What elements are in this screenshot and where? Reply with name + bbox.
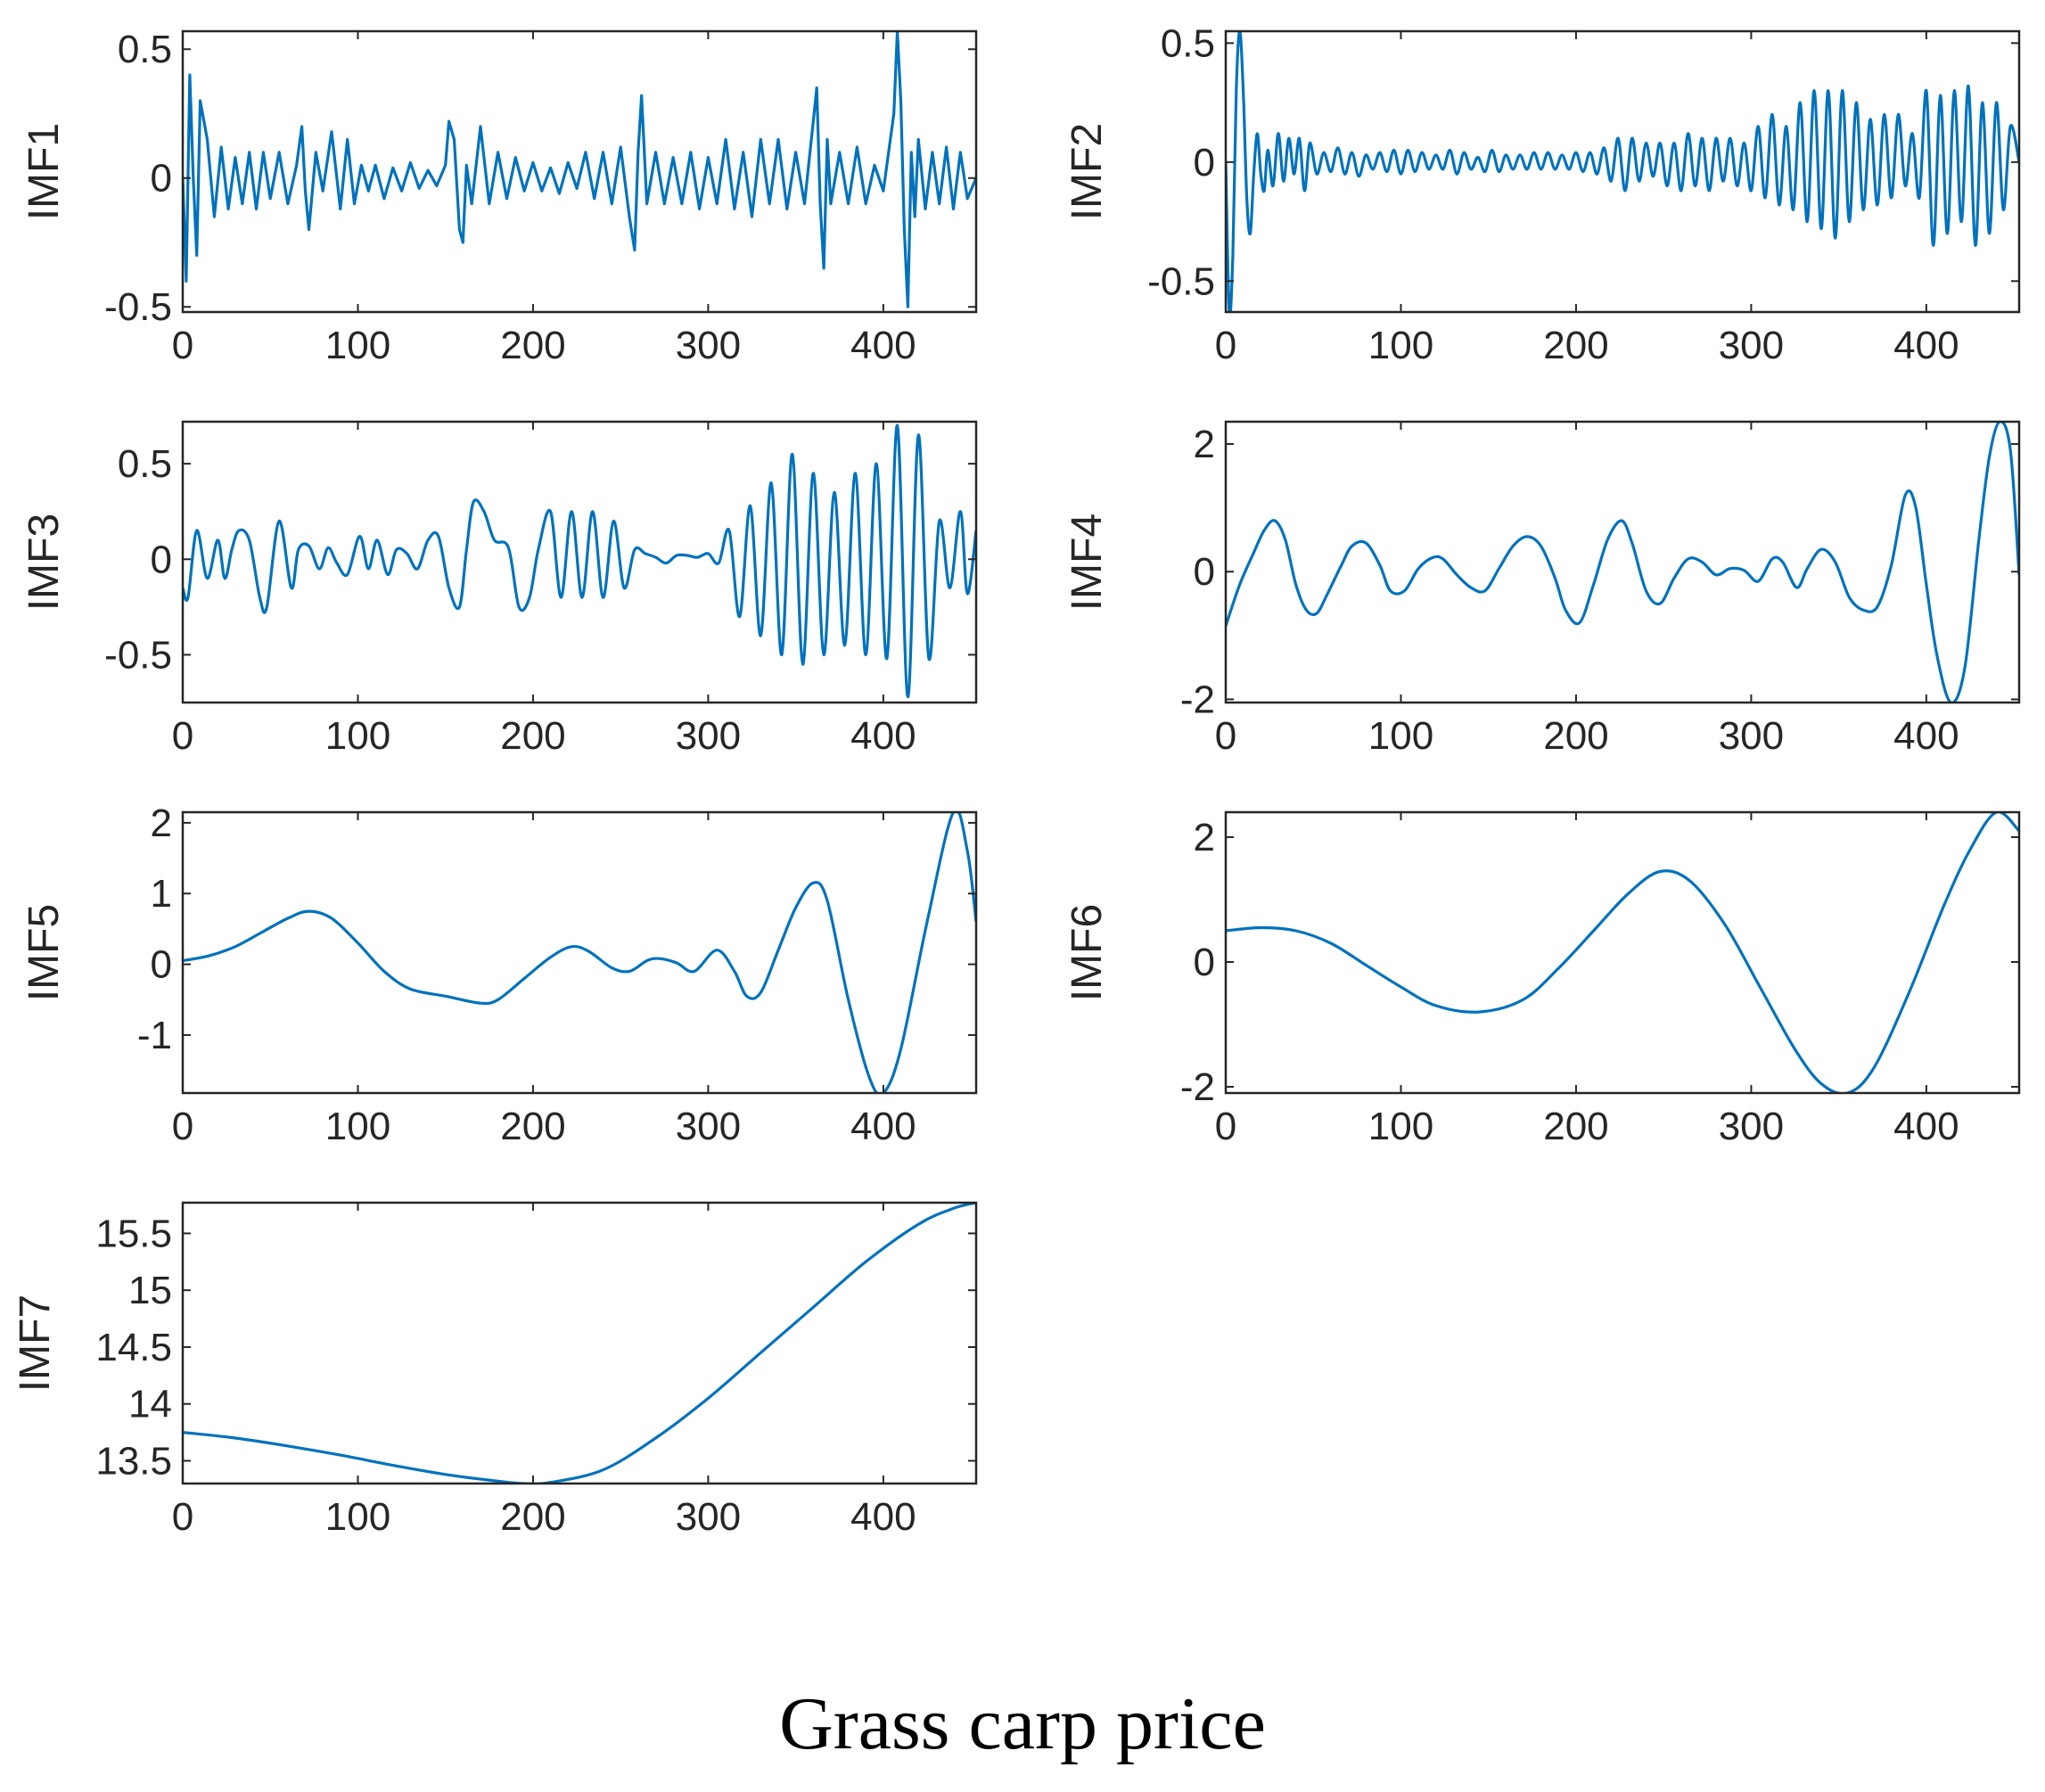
imf4-ylabel: IMF4 <box>1064 514 1111 611</box>
imf7-xtick-label: 0 <box>172 1495 193 1539</box>
imf3-ylabel: IMF3 <box>21 514 68 611</box>
imf3-series-line <box>183 423 976 699</box>
imf6-ylabel: IMF6 <box>1064 904 1111 1001</box>
imf4-xtick-label: 300 <box>1719 714 1784 758</box>
imf5-subplot: 0 100 200 300 400 -1 0 1 2 IMF5 <box>21 801 978 1148</box>
imf7-series-line <box>183 1203 976 1484</box>
imf7-ytick-label: 15 <box>128 1269 172 1312</box>
imf2-xtick-label: 100 <box>1368 324 1433 367</box>
imf3-xtick-label: 200 <box>500 714 565 758</box>
imf6-xtick-label: 200 <box>1543 1105 1608 1148</box>
imf2-ytick-label: 0.5 <box>1161 21 1215 65</box>
imf1-ylabel: IMF1 <box>21 123 68 220</box>
imf2-xtick-label: 0 <box>1215 324 1236 367</box>
imf3-xtick-label: 400 <box>850 714 916 758</box>
imf3-xtick-label: 100 <box>325 714 390 758</box>
imf5-xtick-label: 400 <box>850 1105 916 1148</box>
imf1-xtick-label: 200 <box>500 324 565 367</box>
imf7-xtick-label: 300 <box>676 1495 741 1539</box>
imf4-series-line <box>1226 422 2019 703</box>
imf6-xtick-label: 300 <box>1719 1105 1784 1148</box>
imf3-ytick-label: 0.5 <box>118 442 172 486</box>
imf5-ytick-label: -1 <box>137 1014 172 1057</box>
imf4-xtick-label: 200 <box>1543 714 1608 758</box>
imf5-ytick-label: 2 <box>151 801 172 845</box>
imf7-xtick-label: 400 <box>850 1495 916 1539</box>
imf5-ylabel: IMF5 <box>21 904 68 1001</box>
imf5-xtick-label: 100 <box>325 1105 390 1148</box>
imf2-ytick-label: -0.5 <box>1147 259 1215 303</box>
figure-caption: Grass carp price <box>779 1682 1266 1765</box>
imf7-axes-box <box>181 1201 978 1485</box>
imf1-xtick-label: 300 <box>676 324 741 367</box>
imf6-ytick-label: -2 <box>1180 1065 1215 1109</box>
imf7-ytick-label: 14.5 <box>95 1326 172 1369</box>
imf5-xtick-label: 0 <box>172 1105 193 1148</box>
imf4-ytick-label: 2 <box>1194 423 1215 466</box>
imf4-xtick-label: 400 <box>1893 714 1959 758</box>
imf2-xtick-label: 400 <box>1893 324 1959 367</box>
imf6-axes-box <box>1224 810 2021 1095</box>
imf2-ytick-label: 0 <box>1194 141 1215 185</box>
imf4-ytick-label: 0 <box>1194 550 1215 594</box>
imf4-ytick-label: -2 <box>1180 678 1215 721</box>
imf1-xtick-label: 0 <box>172 324 193 367</box>
imf6-series-line <box>1226 812 2019 1093</box>
imf7-subplot: 0 100 200 300 400 13.5 14 14.5 15 15.5 IMF7 <box>12 1201 978 1539</box>
imf6-ytick-label: 2 <box>1194 816 1215 859</box>
imf1-axes-box <box>181 29 978 314</box>
imf4-xtick-label: 100 <box>1368 714 1433 758</box>
imf6-xtick-label: 400 <box>1893 1105 1959 1148</box>
imf3-xtick-label: 300 <box>676 714 741 758</box>
imf7-xtick-label: 100 <box>325 1495 390 1539</box>
imf5-ytick-label: 1 <box>151 872 172 916</box>
imf7-ytick-label: 13.5 <box>95 1439 172 1483</box>
imf7-ytick-label: 14 <box>128 1383 172 1426</box>
imf2-xtick-label: 300 <box>1719 324 1784 367</box>
imf1-ytick-label: -0.5 <box>104 285 172 329</box>
imf1-ytick-label: 0.5 <box>118 28 172 71</box>
imf1-ytick-label: 0 <box>151 157 172 201</box>
imf5-xtick-label: 200 <box>500 1105 565 1148</box>
imf7-ytick-label: 15.5 <box>95 1212 172 1255</box>
imf7-ylabel: IMF7 <box>12 1295 59 1392</box>
imf4-xtick-label: 0 <box>1215 714 1236 758</box>
imf3-xtick-label: 0 <box>172 714 193 758</box>
imf1-xtick-label: 100 <box>325 324 390 367</box>
imf2-axes-box <box>1224 29 2021 314</box>
imf3-axes-box <box>181 420 978 704</box>
imf7-xtick-label: 200 <box>500 1495 565 1539</box>
imf5-ytick-label: 0 <box>151 943 172 987</box>
imf1-series-line <box>183 31 976 308</box>
imf5-axes-box <box>181 810 978 1095</box>
imf3-ytick-label: 0 <box>151 538 172 581</box>
imf2-series-line <box>1226 31 2019 312</box>
imf6-ytick-label: 0 <box>1194 941 1215 984</box>
imf5-series-line <box>183 812 976 1093</box>
imf3-ytick-label: -0.5 <box>104 633 172 677</box>
imf2-ylabel: IMF2 <box>1064 123 1111 220</box>
imf6-xtick-label: 0 <box>1215 1105 1236 1148</box>
imf2-xtick-label: 200 <box>1543 324 1608 367</box>
imf5-xtick-label: 300 <box>676 1105 741 1148</box>
imf6-xtick-label: 100 <box>1368 1105 1433 1148</box>
imf1-xtick-label: 400 <box>850 324 916 367</box>
imf4-axes-box <box>1224 420 2021 704</box>
